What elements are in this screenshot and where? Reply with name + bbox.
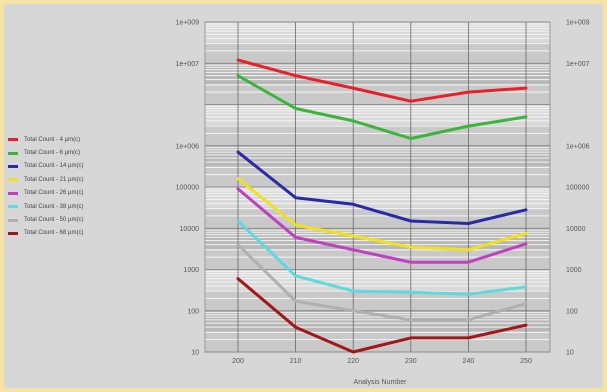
decade-band <box>205 22 550 43</box>
plot-border <box>204 21 551 353</box>
decade-band <box>205 63 550 84</box>
y-tick-label-left: 100000 <box>176 185 199 192</box>
y-tick-label-left: 10 <box>191 350 199 357</box>
y-tick-label-left: 1000 <box>183 267 199 274</box>
legend-swatch <box>8 178 18 182</box>
y-tick-label-right: 100 <box>566 308 578 315</box>
legend-label: Total Count - 68 µm(c) <box>24 230 84 237</box>
legend-label: Total Count - 38 µm(c) <box>24 203 84 210</box>
y-tick-label-left: 1e+009 <box>175 20 199 27</box>
legend-swatch <box>8 164 18 168</box>
x-tick-label: 240 <box>463 358 475 365</box>
y-tick-label-right: 10000 <box>566 226 586 233</box>
y-tick-label-left: 10000 <box>180 226 200 233</box>
legend-item: Total Count - 14 µm(c) <box>8 160 83 173</box>
legend-item: Total Count - 68 µm(c) <box>8 227 83 240</box>
y-tick-label-right: 1e+007 <box>566 61 590 68</box>
decade-band <box>205 187 550 208</box>
legend-item: Total Count - 6 µm(c) <box>8 146 83 159</box>
legend-swatch <box>8 205 18 209</box>
left-y-axis: 1e+009 1e+007 1e+006 100000 10000 1000 100 10 <box>175 20 199 357</box>
legend-item: Total Count - 4 µm(c) <box>8 133 83 146</box>
series-layer <box>236 58 528 354</box>
series-line <box>236 243 528 322</box>
legend-label: Total Count - 14 µm(c) <box>24 163 84 170</box>
legend-label: Total Count - 26 µm(c) <box>24 190 84 197</box>
series-line <box>236 150 528 225</box>
x-tick-label: 230 <box>405 358 417 365</box>
legend-label: Total Count - 50 µm(c) <box>24 217 84 224</box>
decade-band <box>205 310 550 332</box>
y-tick-label-left: 100 <box>187 308 199 315</box>
x-tick-label: 200 <box>232 358 244 365</box>
y-tick-label-left: 1e+007 <box>175 61 199 68</box>
decade-band <box>205 104 550 126</box>
series-line <box>236 74 528 140</box>
legend-swatch <box>8 138 18 142</box>
legend-item: Total Count - 38 µm(c) <box>8 200 83 213</box>
y-tick-label-right: 100000 <box>566 185 589 192</box>
x-axis-title: Analysis Number <box>354 379 408 386</box>
y-tick-label-right: 1e+009 <box>566 20 590 27</box>
series-line <box>236 187 528 264</box>
legend-label: Total Count - 6 µm(c) <box>24 150 81 157</box>
series-line <box>236 277 528 354</box>
x-tick-label: 220 <box>347 358 359 365</box>
x-tick-label: 210 <box>290 358 302 365</box>
decade-band <box>205 269 550 291</box>
y-tick-label-right: 1e+006 <box>566 143 590 150</box>
legend-swatch <box>8 151 18 155</box>
legend-label: Total Count - 4 µm(c) <box>24 136 81 143</box>
legend-item: Total Count - 50 µm(c) <box>8 213 83 226</box>
y-tick-label-right: 1000 <box>566 267 582 274</box>
legend-swatch <box>8 218 18 222</box>
legend-item: Total Count - 26 µm(c) <box>8 187 83 200</box>
x-tick-label: 250 <box>520 358 532 365</box>
legend-swatch <box>8 191 18 195</box>
legend-swatch <box>8 231 18 235</box>
y-tick-label-left: 1e+006 <box>175 143 199 150</box>
legend-label: Total Count - 21 µm(c) <box>24 176 84 183</box>
legend-item: Total Count - 21 µm(c) <box>8 173 83 186</box>
legend: Total Count - 4 µm(c) Total Count - 6 µm(… <box>8 133 83 240</box>
series-line <box>236 58 528 103</box>
series-line <box>236 177 528 252</box>
right-y-axis: 1e+009 1e+007 1e+006 100000 10000 1000 100 10 <box>566 20 590 357</box>
decade-band <box>205 145 550 167</box>
y-tick-label-right: 10 <box>566 350 574 357</box>
series-line <box>236 219 528 296</box>
x-axis: 200 210 220 230 240 250 <box>232 358 532 365</box>
